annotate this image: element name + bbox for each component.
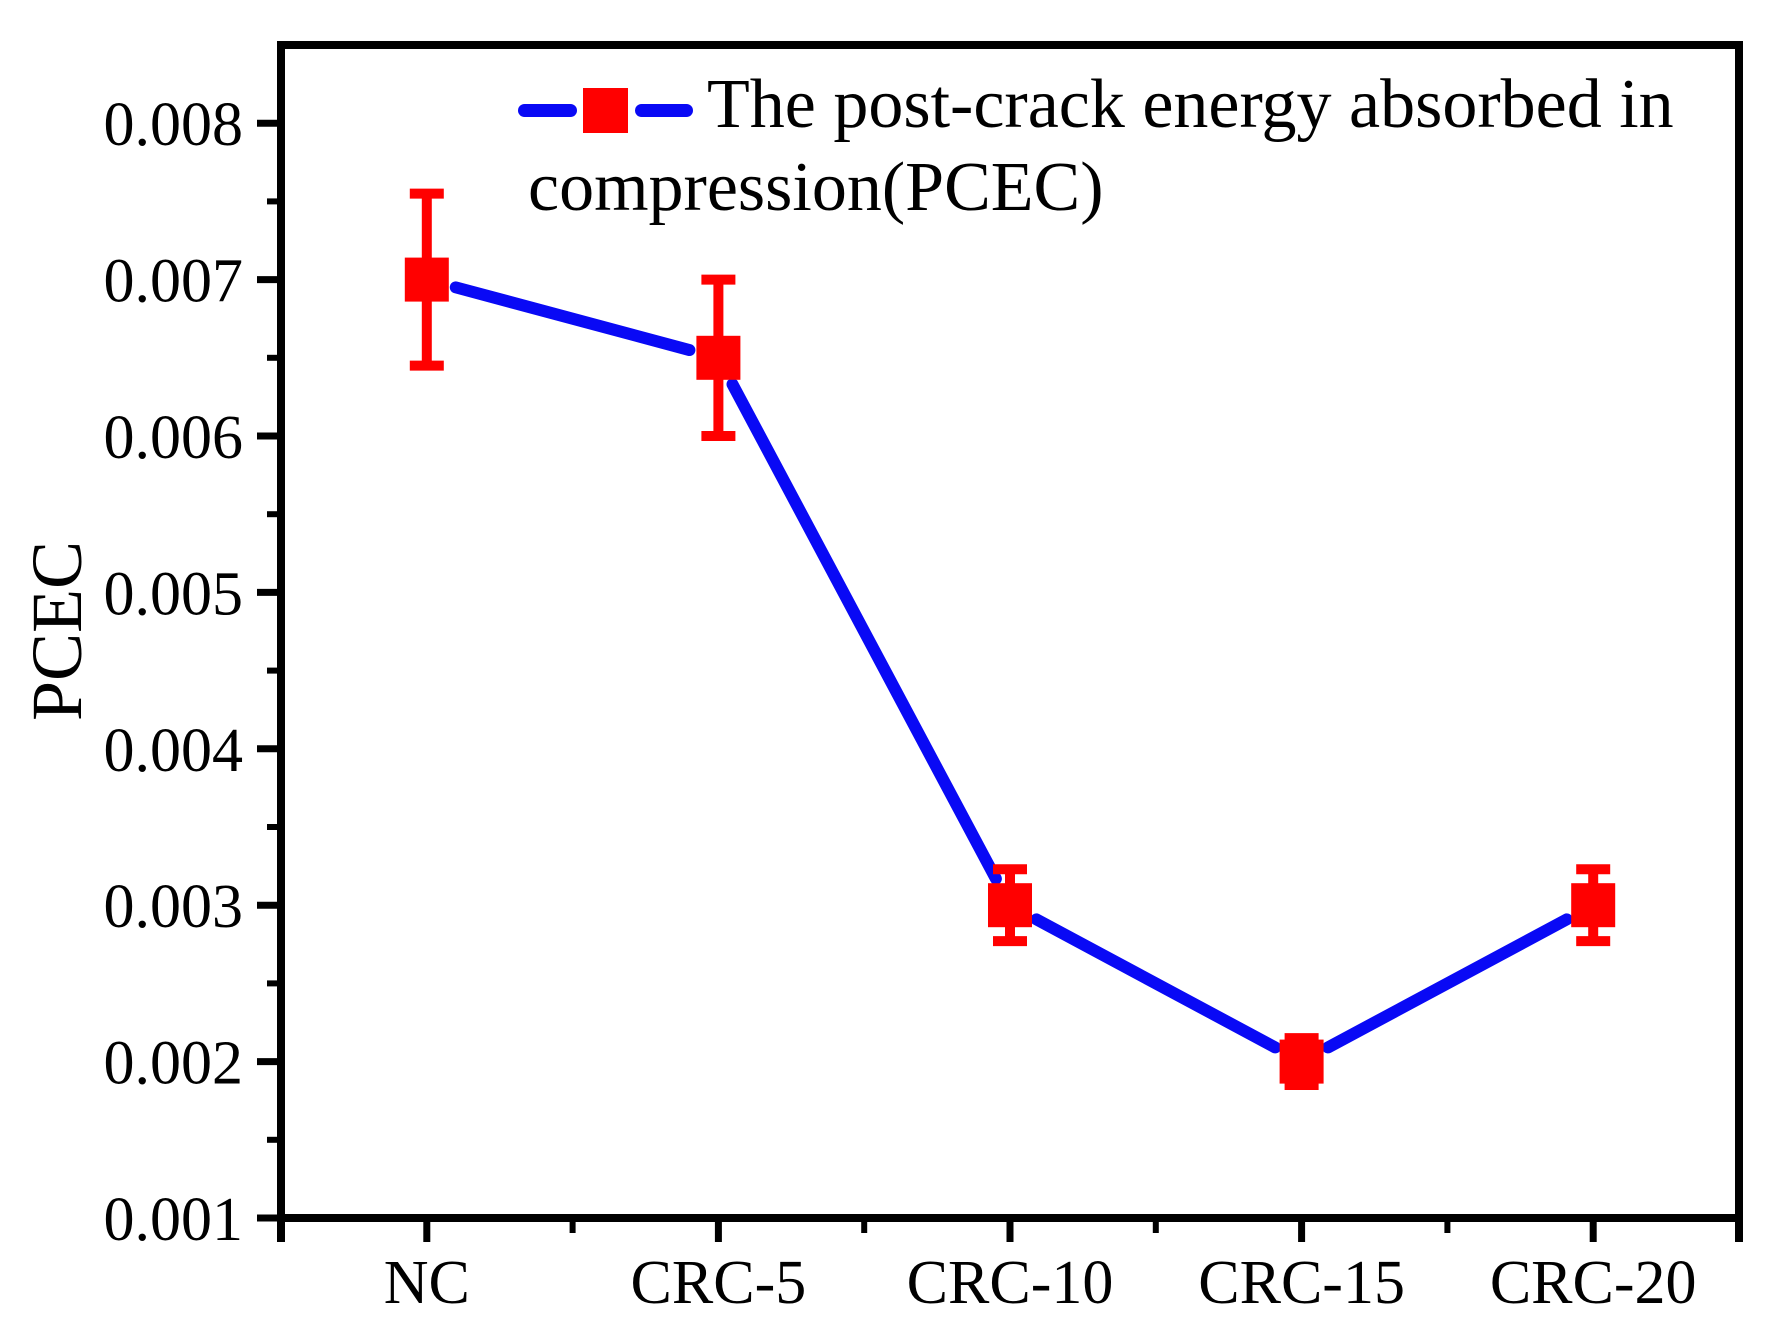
x-tick-label: CRC-5	[631, 1249, 807, 1317]
y-tick-label: 0.002	[104, 1030, 244, 1098]
y-axis-title: PCEC	[17, 540, 97, 722]
series-line-segment	[1030, 913, 1282, 1054]
legend-line-dash-left	[518, 104, 577, 117]
y-tick-label: 0.004	[104, 717, 244, 785]
legend-label-line1: The post-crack energy absorbed in	[707, 66, 1674, 143]
plot-border	[277, 41, 1743, 1222]
x-tick-label: CRC-20	[1490, 1249, 1697, 1317]
y-tick-label: 0.001	[104, 1186, 244, 1254]
legend-marker-swatch	[583, 88, 628, 133]
series-line-segment	[726, 378, 1002, 885]
data-point-marker-CRC-20	[1571, 883, 1616, 928]
x-tick-label: NC	[384, 1249, 470, 1317]
x-tick-label: CRC-15	[1198, 1249, 1405, 1317]
legend-label-line2: compression(PCEC)	[528, 149, 1104, 226]
y-tick-label: 0.005	[104, 560, 244, 628]
y-tick-label: 0.006	[104, 404, 244, 472]
series-line-segment	[449, 281, 696, 357]
y-tick-label: 0.007	[104, 248, 244, 316]
data-point-marker-CRC-5	[696, 335, 741, 380]
data-point-marker-CRC-10	[988, 883, 1032, 928]
y-tick-label: 0.003	[104, 873, 244, 941]
series-line-segment	[1322, 913, 1573, 1054]
data-point-marker-NC	[404, 257, 449, 302]
legend-line-dash-right	[635, 104, 693, 117]
y-tick-label: 0.008	[104, 91, 244, 159]
data-point-marker-CRC-15	[1279, 1039, 1324, 1084]
x-tick-label: CRC-10	[907, 1249, 1114, 1317]
